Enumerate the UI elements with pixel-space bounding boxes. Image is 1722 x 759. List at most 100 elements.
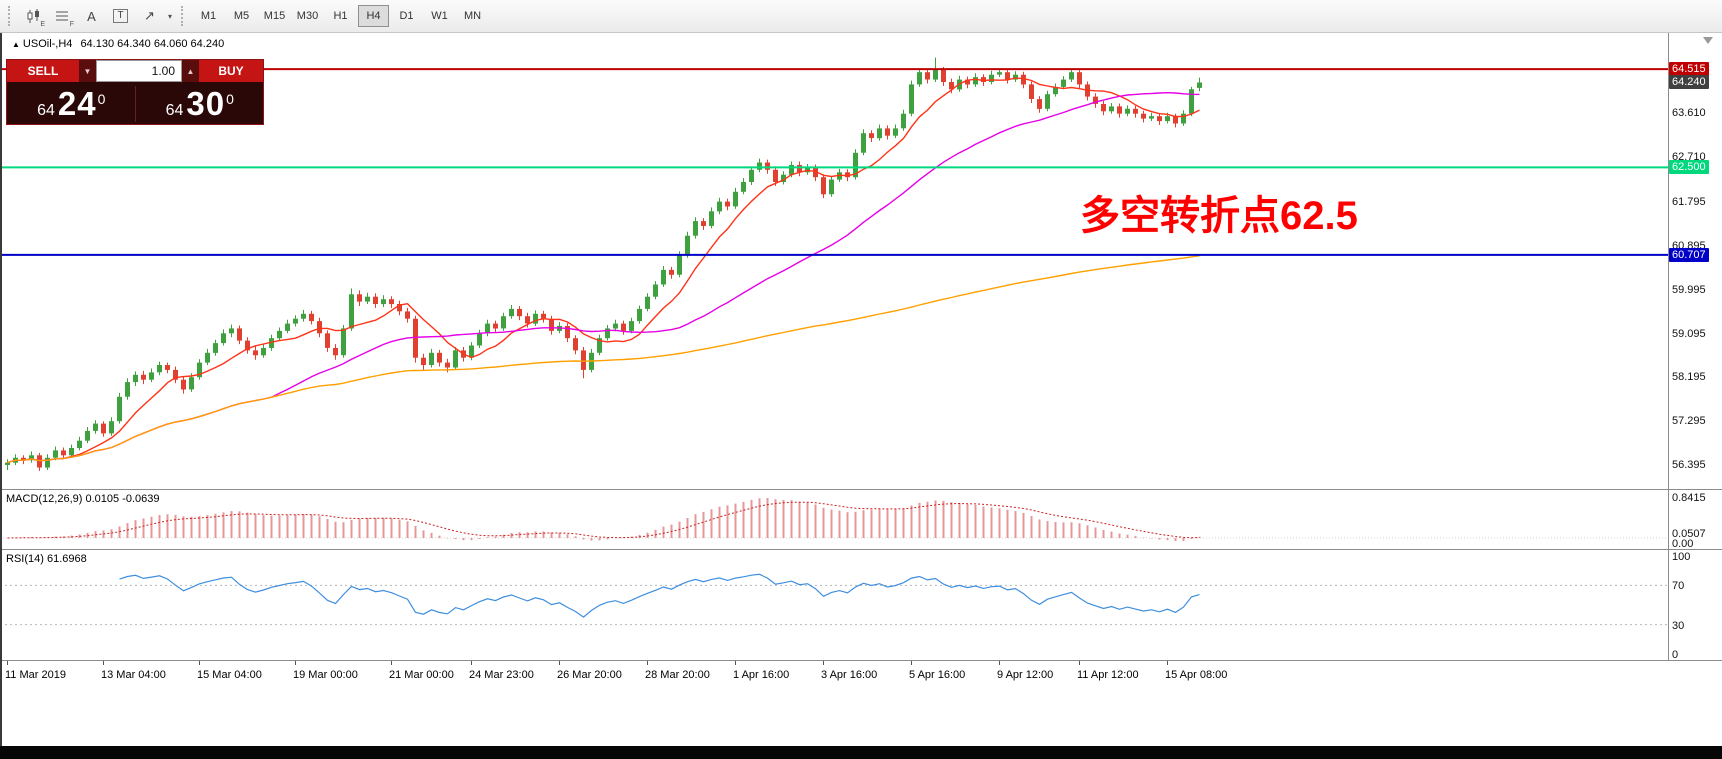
volume-down-caret-icon[interactable]: ▼: [79, 60, 96, 82]
sell-price-pips: 24: [57, 84, 97, 122]
price-scale[interactable]: 64.515 64.240 63.610 62.710 62.500 61.795 60.8…: [1669, 33, 1721, 489]
macd-chart: [0, 498, 1668, 541]
text-tool-icon[interactable]: T: [107, 4, 134, 28]
timeframe-h1-button[interactable]: H1: [325, 5, 356, 27]
time-tick: [823, 661, 824, 665]
cycles-tool-icon[interactable]: ↗: [136, 4, 163, 28]
time-tick: [471, 661, 472, 665]
time-tick: [295, 661, 296, 665]
timeframe-d1-button[interactable]: D1: [391, 5, 422, 27]
price-scale-label: 64.240: [1669, 75, 1709, 89]
scale-separator: [1668, 33, 1669, 661]
ma-line-fast: [7, 77, 1200, 464]
buy-button[interactable]: BUY: [199, 60, 263, 82]
pane-separator[interactable]: [0, 660, 1722, 661]
candles-series: [5, 57, 1202, 471]
time-tick: [1167, 661, 1168, 665]
timeframe-m15-button[interactable]: M15: [259, 5, 290, 27]
time-tick: [103, 661, 104, 665]
time-tick: [647, 661, 648, 665]
rsi-pane[interactable]: RSI(14) 61.6968: [0, 550, 1668, 660]
time-axis-label: 11 Apr 12:00: [1077, 669, 1139, 681]
time-tick: [199, 661, 200, 665]
timeframe-m1-button[interactable]: M1: [193, 5, 224, 27]
rsi-scale-label: 30: [1672, 620, 1685, 632]
time-axis-label: 15 Apr 08:00: [1165, 669, 1228, 681]
time-axis-label: 1 Apr 16:00: [733, 669, 790, 681]
sell-price[interactable]: 64240: [7, 85, 135, 123]
time-axis-label: 5 Apr 16:00: [909, 669, 966, 681]
buy-price-pips: 30: [186, 84, 226, 122]
font-tool-icon[interactable]: A: [78, 4, 105, 28]
price-scale-label: 58.195: [1672, 371, 1706, 383]
price-scale-label: 60.707: [1669, 248, 1709, 262]
macd-scale-label: 0.0507: [1672, 528, 1706, 540]
icon-sub-label: E: [40, 21, 45, 28]
tools-dropdown-caret-icon[interactable]: ▾: [164, 4, 176, 28]
chart-annotation: 多空转折点62.5: [1080, 194, 1358, 238]
time-axis-label: 15 Mar 04:00: [197, 669, 262, 681]
symbol-name: USOil-,H4: [22, 38, 73, 50]
pane-separator[interactable]: [0, 549, 1722, 550]
macd-pane[interactable]: MACD(12,26,9) 0.0105 -0.0639: [0, 490, 1668, 549]
chart-shift-icon[interactable]: [1703, 37, 1713, 44]
time-tick: [999, 661, 1000, 665]
volume-up-caret-icon[interactable]: ▲: [182, 60, 199, 82]
candlestick-style-icon[interactable]: E: [20, 4, 47, 28]
sell-price-whole: 64: [37, 101, 55, 119]
timeframe-w1-button[interactable]: W1: [424, 5, 455, 27]
rsi-scale-label: 100: [1672, 551, 1691, 563]
time-tick: [391, 661, 392, 665]
ma-line-slow: [7, 255, 1200, 464]
toolbar-drag-handle[interactable]: [181, 6, 187, 26]
time-axis-label: 9 Apr 12:00: [997, 669, 1054, 681]
timeframe-mn-button[interactable]: MN: [457, 5, 488, 27]
pane-separator[interactable]: [0, 489, 1722, 490]
candlestick-chart[interactable]: [0, 33, 1668, 489]
time-axis-label: 24 Mar 23:00: [469, 669, 534, 681]
macd-scale-label: 0.8415: [1672, 492, 1706, 504]
symbol-marker-icon: ▲: [12, 40, 20, 49]
trade-panel-prices: 64240 64300: [7, 82, 263, 125]
time-tick: [559, 661, 560, 665]
price-scale-label: 64.515: [1669, 62, 1709, 76]
main-chart-pane[interactable]: ▲ USOil-,H4 64.130 64.340 64.060 64.240 SE…: [0, 33, 1668, 489]
sell-button[interactable]: SELL: [7, 60, 79, 82]
rsi-scale-label: 70: [1672, 580, 1685, 592]
bar-style-icon[interactable]: F: [49, 4, 76, 28]
window-left-border: [0, 33, 2, 759]
ohlc-values: 64.130 64.340 64.060 64.240: [80, 38, 225, 50]
one-click-trading-panel: SELL ▼ ▲ BUY 64240 64300: [6, 59, 264, 125]
bottom-bar: [0, 746, 1722, 759]
bars-glyph: [55, 11, 68, 21]
time-axis-label: 11 Mar 2019: [5, 669, 66, 681]
timeframe-m5-button[interactable]: M5: [226, 5, 257, 27]
macd-signal-line: [7, 501, 1200, 539]
macd-scale[interactable]: 0.8415 0.0507 0.00: [1669, 490, 1721, 550]
macd-scale-label: 0.00: [1672, 538, 1694, 550]
time-axis-label: 28 Mar 20:00: [645, 669, 710, 681]
macd-title: MACD(12,26,9) 0.0105 -0.0639: [6, 493, 160, 505]
rsi-chart: [0, 573, 1668, 626]
rsi-scale[interactable]: 100 70 30 0: [1669, 550, 1721, 661]
main-toolbar: E F A T ↗ ▾ M1 M5 M15 M30 H1 H4 D1 W1 MN: [0, 0, 1722, 33]
candles-glyph: [27, 8, 39, 23]
buy-price-whole: 64: [165, 101, 184, 119]
time-axis-label: 26 Mar 20:00: [557, 669, 622, 681]
toolbar-drag-handle[interactable]: [8, 6, 14, 26]
time-axis[interactable]: 11 Mar 2019 13 Mar 04:00 15 Mar 04:00 19 Ma…: [0, 661, 1668, 689]
timeframe-h4-button[interactable]: H4: [358, 5, 389, 27]
time-tick: [735, 661, 736, 665]
chart-ohlc-label: ▲ USOil-,H4 64.130 64.340 64.060 64.240: [12, 38, 224, 50]
buy-price[interactable]: 64300: [136, 85, 264, 123]
price-scale-label: 59.995: [1672, 284, 1706, 296]
volume-input[interactable]: [96, 60, 182, 82]
time-tick: [7, 661, 8, 665]
price-scale-label: 61.795: [1672, 196, 1706, 208]
price-scale-label: 57.295: [1672, 415, 1706, 427]
price-scale-label: 56.395: [1672, 459, 1706, 471]
timeframe-m30-button[interactable]: M30: [292, 5, 323, 27]
price-divider: [134, 85, 136, 122]
time-axis-label: 21 Mar 00:00: [389, 669, 454, 681]
